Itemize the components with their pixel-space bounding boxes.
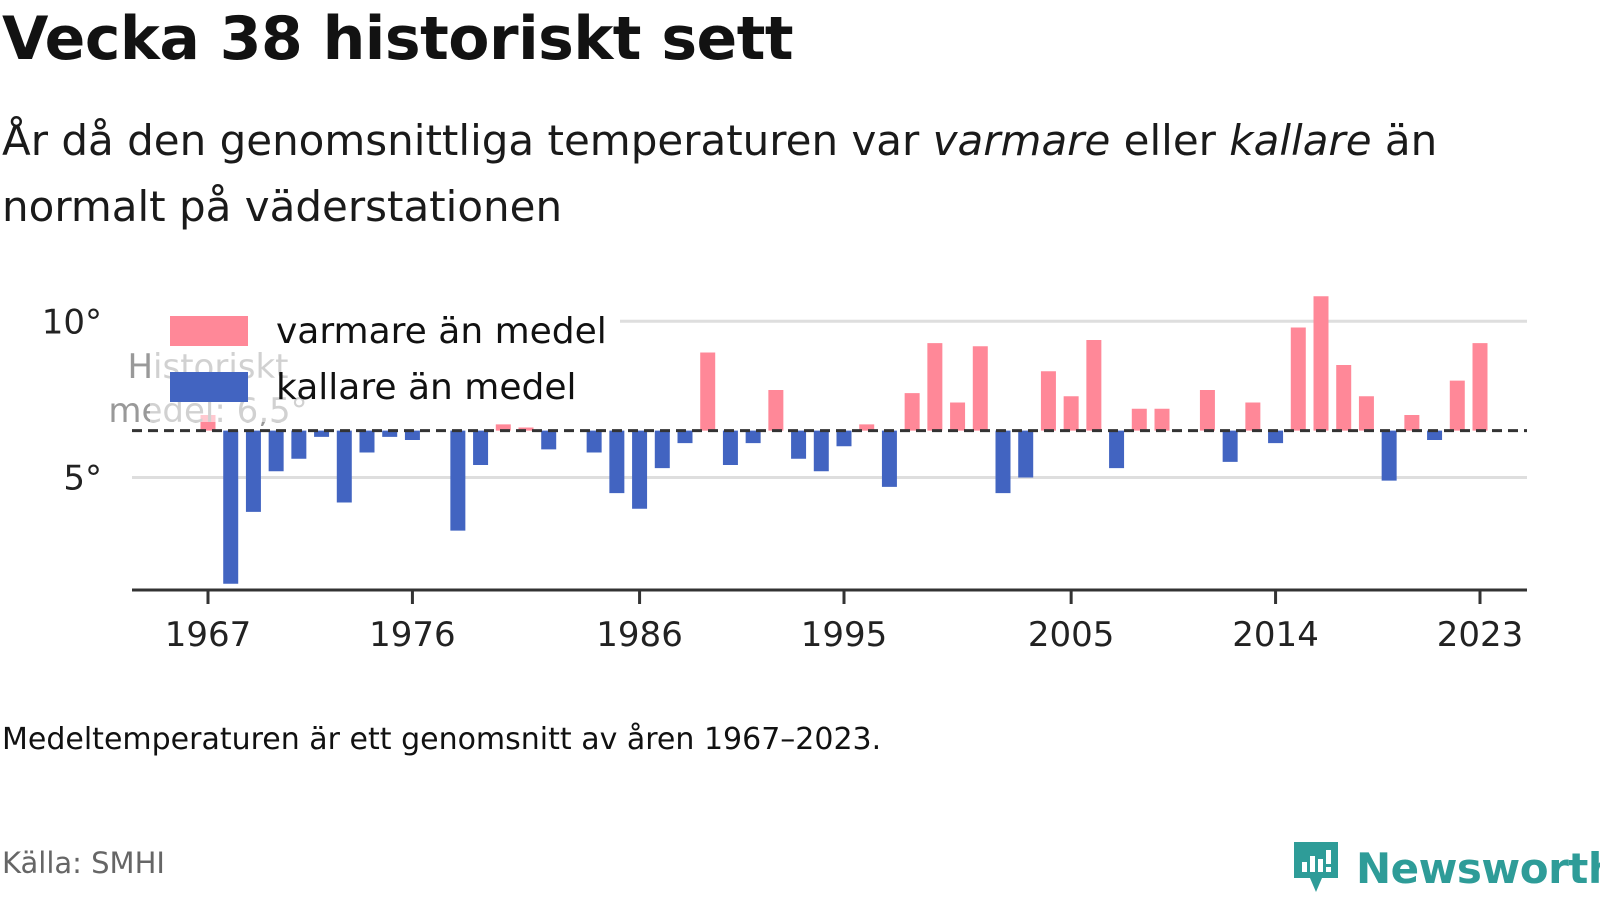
bar-2001: [972, 346, 988, 431]
bar-2023: [1472, 343, 1488, 431]
bar-1993: [791, 430, 807, 459]
bar-1989: [700, 352, 716, 431]
bar-2018: [1358, 396, 1374, 431]
x-tick-label-1976: 1976: [369, 615, 456, 655]
x-axis: 1967 1976 1986 1995 2005 2014 2023: [132, 588, 1527, 655]
bar-2004: [1040, 371, 1056, 431]
bar-1992: [768, 390, 784, 431]
bar-1982: [541, 430, 557, 450]
bar-1969: [245, 430, 261, 512]
bar-2022: [1449, 380, 1465, 431]
bar-2019: [1381, 430, 1397, 481]
bar-1997: [881, 430, 897, 487]
chart-title: Vecka 38 historiskt sett: [2, 4, 794, 74]
y-tick-label-10: 10°: [42, 302, 102, 342]
subtitle-part-3: än normalt på väderstationen: [2, 116, 1438, 231]
bar-2009: [1154, 408, 1170, 431]
bar-2002: [995, 430, 1011, 494]
source-label: Källa: SMHI: [2, 846, 165, 880]
bar-1985: [609, 430, 625, 494]
y-tick-label-5: 5°: [63, 459, 102, 499]
subtitle-colder-word: kallare: [1229, 116, 1372, 165]
bar-1996: [859, 424, 875, 431]
legend-swatch-colder: [170, 372, 248, 402]
bar-2020: [1404, 415, 1420, 431]
bar-1980: [495, 424, 511, 431]
x-tick-label-2014: 2014: [1232, 615, 1319, 655]
bar-2005: [1063, 396, 1079, 431]
bar-1979: [473, 430, 489, 465]
bars-layer: [200, 296, 1488, 584]
legend-label-colder: kallare än medel: [276, 367, 576, 408]
legend: varmare än medel kallare än medel: [150, 304, 607, 422]
bar-1998: [904, 393, 920, 431]
temperature-bar-chart: 5°10° Historisktmedel: 6,5° 196719761986…: [42, 296, 1527, 655]
subtitle-warmer-word: varmare: [932, 116, 1111, 165]
bar-2021: [1427, 430, 1443, 440]
bar-2014: [1268, 430, 1284, 444]
bar-2008: [1131, 408, 1147, 431]
bar-2012: [1222, 430, 1238, 462]
subtitle-part-1: År då den genomsnittliga temperaturen va…: [2, 116, 933, 165]
bar-1990: [722, 430, 738, 465]
bar-1973: [336, 430, 352, 503]
bar-1971: [291, 430, 307, 459]
grid-layer: 5° 10°: [42, 302, 1527, 499]
legend-label-warmer: varmare än medel: [276, 311, 607, 352]
bar-1975: [382, 430, 398, 437]
footnote-caption: Medeltemperaturen är ett genomsnitt av å…: [2, 722, 882, 757]
chart-subtitle: År då den genomsnittliga temperaturen va…: [2, 108, 1542, 240]
bar-1968: [223, 430, 239, 584]
legend-swatch-warmer: [170, 316, 248, 346]
bar-1994: [813, 430, 829, 472]
x-tick-label-1967: 1967: [165, 615, 252, 655]
bar-1999: [927, 343, 943, 431]
bar-2003: [1018, 430, 1034, 478]
bar-1976: [404, 430, 420, 440]
bar-1995: [836, 430, 852, 447]
x-tick-label-1995: 1995: [801, 615, 888, 655]
x-tick-label-1986: 1986: [596, 615, 683, 655]
bar-2011: [1199, 390, 1215, 431]
bar-2017: [1336, 365, 1352, 431]
bar-1978: [450, 430, 466, 531]
bar-2006: [1086, 340, 1102, 431]
bar-1981: [518, 427, 534, 431]
brand-logo: Newsworthy: [1290, 838, 1600, 898]
newsworthy-logo-icon: [1294, 842, 1338, 892]
bar-1988: [677, 430, 693, 444]
bar-2016: [1313, 296, 1329, 431]
bar-1972: [314, 430, 330, 437]
x-tick-label-2023: 2023: [1437, 615, 1524, 655]
bar-2015: [1290, 327, 1306, 431]
bar-2007: [1109, 430, 1125, 469]
bar-1984: [586, 430, 602, 453]
bar-1986: [632, 430, 648, 509]
brand-name: Newsworthy: [1356, 843, 1600, 893]
bar-1991: [745, 430, 761, 444]
bar-1974: [359, 430, 375, 453]
x-tick-label-2005: 2005: [1028, 615, 1115, 655]
bar-1970: [268, 430, 284, 472]
bar-1987: [654, 430, 670, 469]
bar-2000: [950, 402, 966, 431]
bar-2013: [1245, 402, 1261, 431]
subtitle-part-2: eller: [1110, 116, 1230, 165]
